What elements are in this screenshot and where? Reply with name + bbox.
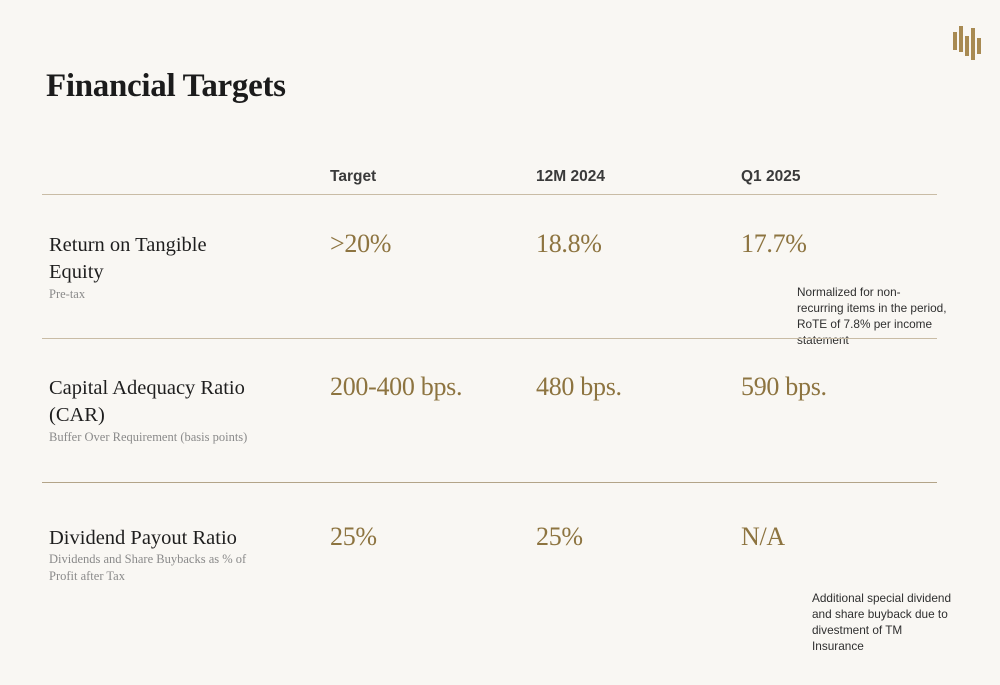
value-dividend-q1-2025: N/A (741, 522, 785, 551)
footnote-dividend: Additional special dividend and share bu… (812, 591, 952, 653)
row-divider (42, 482, 937, 483)
value-car-q1-2025: 590 bps. (741, 372, 827, 401)
footnote-rote: Normalized for non-recurring items in th… (797, 285, 947, 347)
value-car-12m-2024: 480 bps. (536, 372, 622, 401)
column-header-target: Target (330, 168, 377, 185)
row-label-car: Capital Adequacy Ratio (CAR) (49, 377, 245, 426)
column-header-12m-2024: 12M 2024 (536, 168, 605, 185)
header-divider (42, 194, 937, 195)
page-title: Financial Targets (46, 68, 286, 104)
row-label-dividend: Dividend Payout Ratio (49, 527, 237, 549)
value-rote-q1-2025: 17.7% (741, 229, 807, 258)
row-sub-car: Buffer Over Requirement (basis points) (49, 430, 248, 444)
value-dividend-target: 25% (330, 522, 377, 551)
value-car-target: 200-400 bps. (330, 372, 463, 401)
column-header-q1-2025: Q1 2025 (741, 168, 801, 185)
value-dividend-12m-2024: 25% (536, 522, 583, 551)
row-sub-rote: Pre-tax (49, 287, 86, 301)
row-label-rote: Return on Tangible Equity (49, 234, 207, 283)
row-divider (42, 338, 937, 339)
value-rote-target: >20% (330, 229, 392, 258)
value-rote-12m-2024: 18.8% (536, 229, 602, 258)
row-sub-dividend: Dividends and Share Buybacks as % of Pro… (49, 552, 247, 583)
brand-bars-icon (953, 26, 981, 60)
